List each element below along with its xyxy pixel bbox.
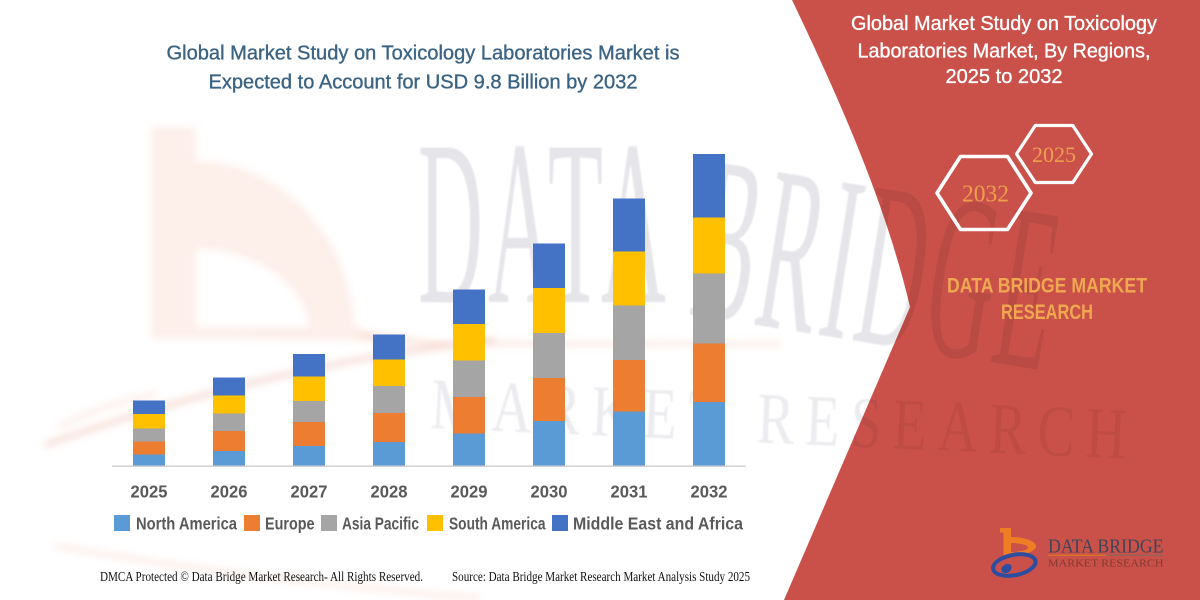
svg-text:Asia Pacific: Asia Pacific (342, 514, 419, 534)
svg-text:2028: 2028 (371, 482, 408, 502)
svg-text:2025: 2025 (131, 482, 168, 502)
svg-text:MARKET RESEARCH: MARKET RESEARCH (1048, 559, 1164, 570)
svg-text:2025: 2025 (1032, 142, 1076, 167)
svg-text:2032: 2032 (691, 482, 728, 502)
svg-text:Global Market Study on Toxicol: Global Market Study on Toxicology (851, 12, 1158, 35)
svg-text:Source: Data Bridge Market Res: Source: Data Bridge Market Research Mark… (452, 569, 750, 584)
svg-text:DMCA Protected © Data Bridge M: DMCA Protected © Data Bridge Market Rese… (100, 569, 423, 584)
svg-text:Expected to Account for USD 9.: Expected to Account for USD 9.8 Billion … (209, 72, 638, 94)
svg-text:2025 to 2032: 2025 to 2032 (946, 65, 1063, 88)
svg-text:South America: South America (449, 514, 546, 534)
svg-text:2031: 2031 (611, 482, 648, 502)
svg-text:2027: 2027 (291, 482, 328, 502)
svg-text:Middle East and Africa: Middle East and Africa (573, 514, 743, 534)
svg-text:North America: North America (136, 514, 237, 534)
svg-text:RESEARCH: RESEARCH (1001, 300, 1093, 324)
svg-text:Laboratories Market, By Region: Laboratories Market, By Regions, (858, 40, 1151, 63)
svg-text:DATA BRIDGE: DATA BRIDGE (1048, 537, 1164, 558)
svg-text:Europe: Europe (265, 514, 315, 534)
svg-text:DATA BRIDGE MARKET: DATA BRIDGE MARKET (947, 274, 1147, 298)
svg-text:2032: 2032 (962, 182, 1009, 208)
svg-text:2030: 2030 (531, 482, 568, 502)
svg-text:Global Market Study on Toxicol: Global Market Study on Toxicology Labora… (167, 43, 680, 65)
svg-text:2026: 2026 (211, 482, 248, 502)
svg-text:2029: 2029 (451, 482, 488, 502)
